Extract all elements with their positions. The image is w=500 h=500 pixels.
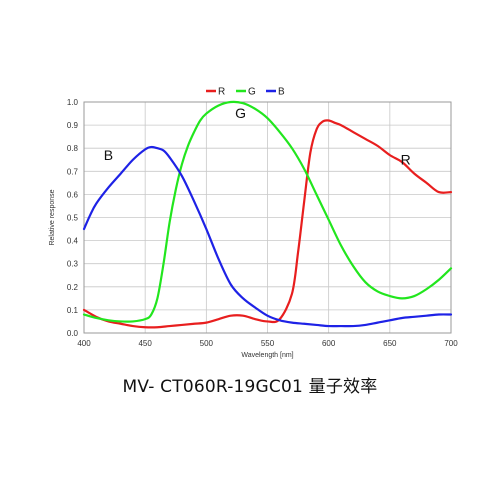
legend-label-b: B bbox=[278, 87, 285, 98]
y-tick-label: 0.1 bbox=[67, 306, 79, 315]
legend-label-g: G bbox=[248, 87, 256, 98]
x-tick-label: 400 bbox=[77, 339, 91, 348]
y-tick-label: 1.0 bbox=[67, 98, 79, 107]
x-tick-label: 450 bbox=[138, 339, 152, 348]
curve-label-r: R bbox=[401, 151, 411, 167]
y-tick-label: 0.5 bbox=[67, 214, 79, 223]
y-tick-label: 0.0 bbox=[67, 329, 79, 338]
chart-caption: MV- CT060R-19GC01 量子效率 bbox=[122, 377, 378, 397]
x-tick-label: 650 bbox=[383, 339, 397, 348]
legend-label-r: R bbox=[218, 87, 225, 98]
x-tick-label: 700 bbox=[444, 339, 458, 348]
x-tick-label: 500 bbox=[200, 339, 214, 348]
y-tick-label: 0.9 bbox=[67, 121, 79, 130]
y-tick-label: 0.2 bbox=[67, 283, 79, 292]
x-tick-label: 550 bbox=[261, 339, 275, 348]
y-tick-label: 0.4 bbox=[67, 237, 79, 246]
series-lines bbox=[82, 100, 453, 329]
y-axis-title: Relative response bbox=[49, 189, 56, 245]
series-b-line bbox=[82, 145, 453, 328]
curve-annotations: B G R bbox=[104, 105, 411, 167]
series-g-line bbox=[82, 100, 453, 323]
y-tick-label: 0.6 bbox=[67, 190, 79, 199]
x-axis-title: Wavelength [nm] bbox=[241, 352, 293, 359]
y-tick-label: 0.8 bbox=[67, 144, 79, 153]
curve-label-b: B bbox=[104, 147, 113, 163]
y-tick-label: 0.3 bbox=[67, 260, 79, 269]
curve-label-g: G bbox=[235, 105, 246, 121]
tick-labels: 0.0 0.1 0.2 0.3 0.4 0.5 0.6 0.7 0.8 0.9 1.0 400 450 5… bbox=[67, 98, 458, 348]
plot-area-frame bbox=[83, 101, 452, 334]
y-tick-label: 0.7 bbox=[67, 167, 79, 176]
x-tick-label: 600 bbox=[322, 339, 336, 348]
series-r-line bbox=[82, 119, 453, 329]
